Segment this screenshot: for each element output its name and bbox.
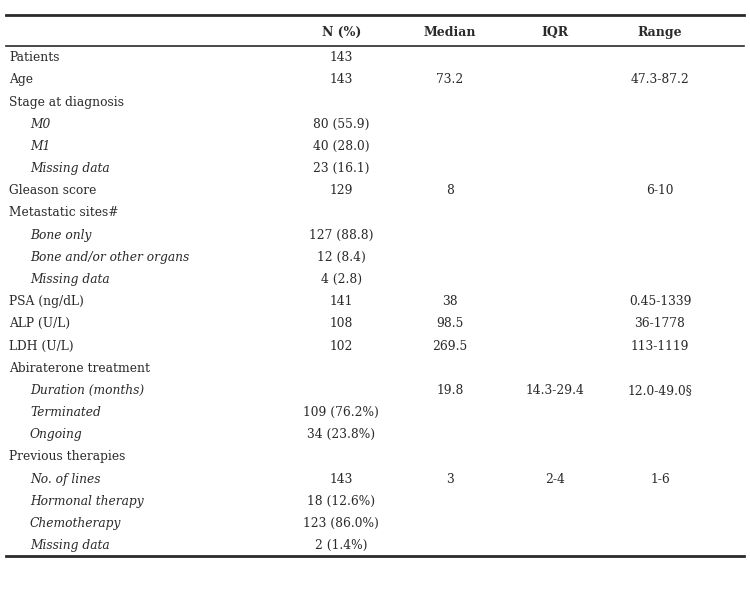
Text: 18 (12.6%): 18 (12.6%) — [308, 495, 375, 508]
Text: 269.5: 269.5 — [432, 339, 468, 352]
Text: 2-4: 2-4 — [545, 472, 565, 485]
Text: Abiraterone treatment: Abiraterone treatment — [9, 362, 150, 375]
Text: Missing data: Missing data — [30, 273, 109, 286]
Text: 108: 108 — [329, 317, 353, 330]
Text: Median: Median — [424, 26, 476, 39]
Text: 109 (76.2%): 109 (76.2%) — [303, 406, 380, 419]
Text: 8: 8 — [446, 184, 454, 197]
Text: 141: 141 — [329, 295, 353, 308]
Text: 73.2: 73.2 — [436, 73, 463, 86]
Text: Patients: Patients — [9, 51, 59, 64]
Text: Ongoing: Ongoing — [30, 428, 82, 441]
Text: N (%): N (%) — [322, 26, 361, 39]
Text: Hormonal therapy: Hormonal therapy — [30, 495, 144, 508]
Text: Missing data: Missing data — [30, 162, 109, 175]
Text: 80 (55.9): 80 (55.9) — [313, 118, 370, 131]
Text: 47.3-87.2: 47.3-87.2 — [631, 73, 689, 86]
Text: M0: M0 — [30, 118, 50, 131]
Text: 12.0-49.0§: 12.0-49.0§ — [628, 384, 692, 397]
Text: M1: M1 — [30, 140, 50, 153]
Text: 123 (86.0%): 123 (86.0%) — [303, 517, 380, 530]
Text: 4 (2.8): 4 (2.8) — [321, 273, 362, 286]
Text: 23 (16.1): 23 (16.1) — [313, 162, 370, 175]
Text: 143: 143 — [329, 472, 353, 485]
Text: 0.45-1339: 0.45-1339 — [628, 295, 692, 308]
Text: 143: 143 — [329, 73, 353, 86]
Text: 1-6: 1-6 — [650, 472, 670, 485]
Text: Metastatic sites#: Metastatic sites# — [9, 206, 118, 219]
Text: Bone and/or other organs: Bone and/or other organs — [30, 251, 189, 264]
Text: 40 (28.0): 40 (28.0) — [313, 140, 370, 153]
Text: Stage at diagnosis: Stage at diagnosis — [9, 95, 124, 108]
Text: Range: Range — [638, 26, 682, 39]
Text: Missing data: Missing data — [30, 539, 109, 552]
Text: 36-1778: 36-1778 — [634, 317, 686, 330]
Text: 12 (8.4): 12 (8.4) — [316, 251, 366, 264]
Text: 38: 38 — [442, 295, 458, 308]
Text: 113-1119: 113-1119 — [631, 339, 689, 352]
Text: 3: 3 — [446, 472, 454, 485]
Text: 102: 102 — [329, 339, 353, 352]
Text: IQR: IQR — [542, 26, 568, 39]
Text: Gleason score: Gleason score — [9, 184, 96, 197]
Text: Age: Age — [9, 73, 33, 86]
Text: 129: 129 — [329, 184, 353, 197]
Text: Chemotherapy: Chemotherapy — [30, 517, 122, 530]
Text: 34 (23.8%): 34 (23.8%) — [308, 428, 375, 441]
Text: 6-10: 6-10 — [646, 184, 674, 197]
Text: Bone only: Bone only — [30, 229, 92, 241]
Text: 14.3-29.4: 14.3-29.4 — [526, 384, 584, 397]
Text: No. of lines: No. of lines — [30, 472, 100, 485]
Text: 143: 143 — [329, 51, 353, 64]
Text: 2 (1.4%): 2 (1.4%) — [315, 539, 368, 552]
Text: 98.5: 98.5 — [436, 317, 463, 330]
Text: 127 (88.8): 127 (88.8) — [309, 229, 374, 241]
Text: LDH (U/L): LDH (U/L) — [9, 339, 74, 352]
Text: Duration (months): Duration (months) — [30, 384, 144, 397]
Text: PSA (ng/dL): PSA (ng/dL) — [9, 295, 84, 308]
Text: Terminated: Terminated — [30, 406, 100, 419]
Text: 19.8: 19.8 — [436, 384, 463, 397]
Text: Previous therapies: Previous therapies — [9, 450, 125, 463]
Text: ALP (U/L): ALP (U/L) — [9, 317, 70, 330]
